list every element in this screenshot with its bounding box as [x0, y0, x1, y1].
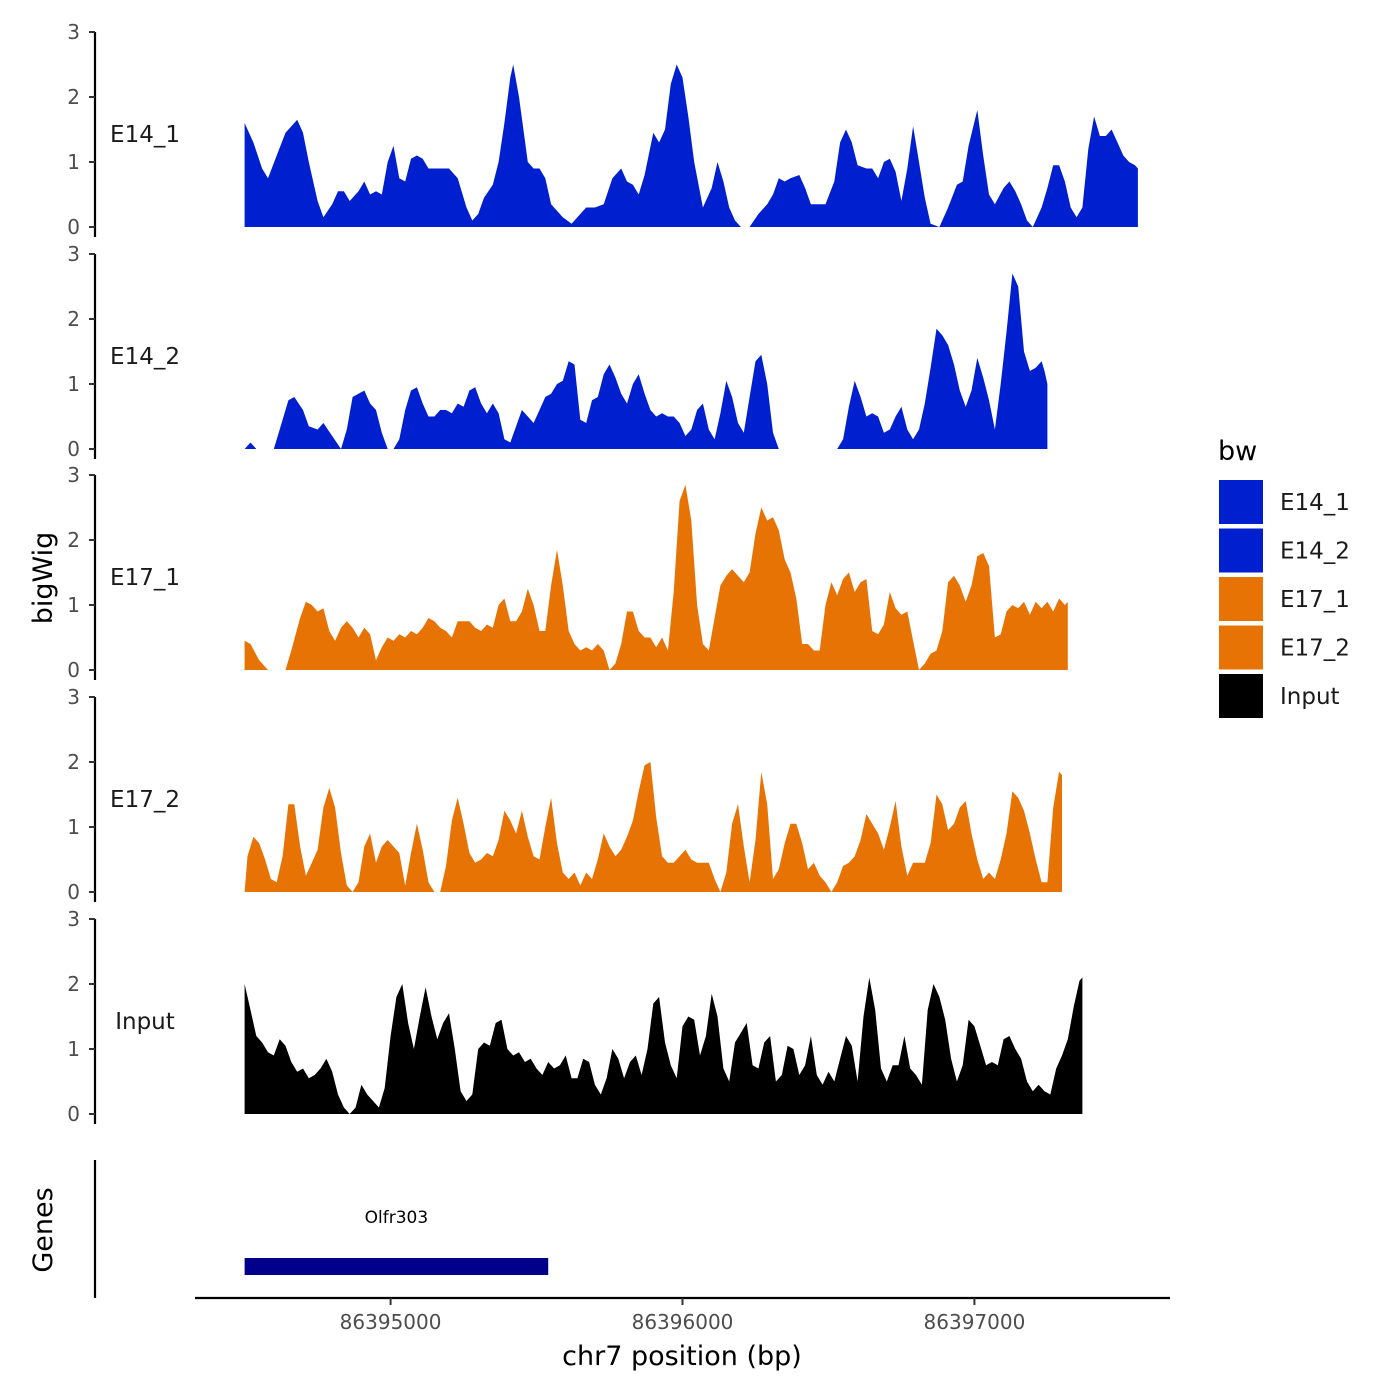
coverage-area-e14-2: [244, 273, 1048, 449]
track-label: E17_2: [110, 787, 180, 813]
x-tick-label: 86397000: [924, 1310, 1026, 1334]
x-tick-label: 86396000: [632, 1310, 734, 1334]
genes-track: Olfr303: [93, 1160, 549, 1298]
x-axis: 86395000 86396000 86397000: [195, 1296, 1170, 1334]
legend-swatch-e17-1: [1219, 577, 1263, 621]
track-label: Input: [115, 1009, 175, 1035]
y-axis-title: bigWig: [28, 532, 59, 625]
y-tick-label: 0: [67, 658, 80, 682]
y-tick-label: 1: [67, 150, 80, 174]
track-e17-2: 0 1 2 3 E17_2: [67, 685, 1063, 904]
track-label: E14_1: [110, 122, 180, 148]
gene-body: [244, 1258, 549, 1275]
track-e14-2: 0 1 2 3 E14_2: [67, 242, 1048, 461]
track-label: E17_1: [110, 565, 180, 591]
coverage-area-input: [244, 977, 1083, 1114]
legend-label-e14-1: E14_1: [1280, 490, 1350, 516]
legend-label-e17-2: E17_2: [1280, 636, 1350, 662]
legend-title: bw: [1218, 436, 1257, 467]
y-tick-label: 1: [67, 1037, 80, 1061]
y-tick-label: 1: [67, 815, 80, 839]
y-tick-label: 3: [67, 20, 80, 44]
tracks-layer: 0 1 2 3 E14_1 0 1 2 3 E14_2 0 1 2 3 E17_1 0 1 2 3 E17_2 0 1 2 3…: [67, 20, 1138, 1126]
genes-axis-title: Genes: [28, 1187, 59, 1272]
y-tick-label: 2: [67, 307, 80, 331]
y-tick-label: 1: [67, 593, 80, 617]
legend-swatch-e14-1: [1219, 480, 1263, 524]
track-e17-1: 0 1 2 3 E17_1: [67, 463, 1068, 682]
y-tick-label: 0: [67, 437, 80, 461]
track-input: 0 1 2 3 Input: [67, 907, 1083, 1126]
y-tick-label: 0: [67, 880, 80, 904]
legend-swatch-e17-2: [1219, 625, 1263, 670]
x-tick-label: 86395000: [340, 1310, 442, 1334]
y-tick-label: 3: [67, 685, 80, 709]
coverage-area-e17-1: [244, 484, 1068, 670]
y-tick-label: 2: [67, 750, 80, 774]
legend-swatch-input: [1219, 674, 1263, 718]
track-e14-1: 0 1 2 3 E14_1: [67, 20, 1138, 239]
legend-label-e14-2: E14_2: [1280, 539, 1350, 565]
track-label: E14_2: [110, 344, 180, 370]
y-tick-label: 0: [67, 1102, 80, 1126]
coverage-area-e14-1: [244, 64, 1138, 227]
y-tick-label: 3: [67, 242, 80, 266]
legend-swatch-e14-2: [1219, 528, 1263, 573]
gene-label: Olfr303: [365, 1208, 429, 1228]
legend-label-e17-1: E17_1: [1280, 587, 1350, 613]
y-tick-label: 2: [67, 972, 80, 996]
y-tick-label: 1: [67, 372, 80, 396]
y-tick-label: 2: [67, 85, 80, 109]
y-tick-label: 2: [67, 528, 80, 552]
y-tick-label: 3: [67, 463, 80, 487]
x-axis-title: chr7 position (bp): [562, 1341, 802, 1372]
y-tick-label: 3: [67, 907, 80, 931]
legend-label-input: Input: [1280, 684, 1340, 710]
y-tick-label: 0: [67, 215, 80, 239]
legend: E14_1 E14_2 E17_1 E17_2 Input: [1219, 480, 1350, 718]
coverage-area-e17-2: [244, 762, 1063, 892]
